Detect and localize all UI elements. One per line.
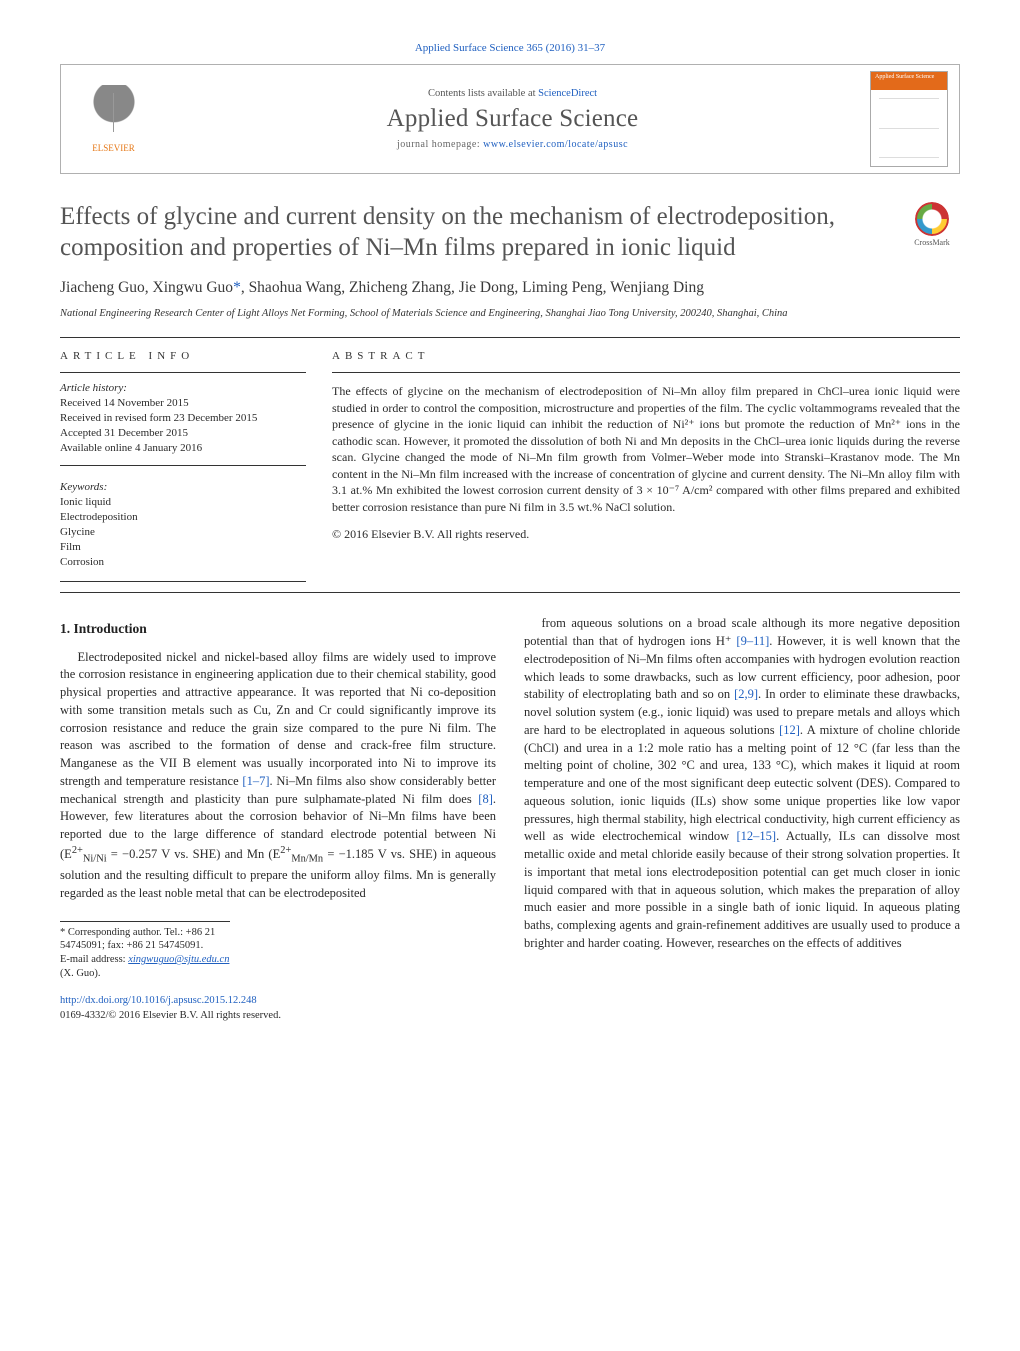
header-center: Contents lists available at ScienceDirec… <box>166 65 859 173</box>
publisher-name: ELSEVIER <box>86 143 142 153</box>
info-bottom-rule <box>60 581 306 582</box>
cover-title-text: Applied Surface Science <box>875 74 943 80</box>
publisher-logo-block: ELSEVIER <box>61 65 166 173</box>
homepage-line: journal homepage: www.elsevier.com/locat… <box>397 139 628 150</box>
elsevier-tree-icon <box>86 85 142 141</box>
received-date: Received 14 November 2015 <box>60 396 306 411</box>
intro-paragraph-2: from aqueous solutions on a broad scale … <box>524 615 960 952</box>
info-divider <box>60 372 306 373</box>
article-info-heading: article info <box>60 350 306 362</box>
full-width-rule <box>60 592 960 593</box>
crossmark-label: CrossMark <box>904 238 960 247</box>
article-info-column: article info Article history: Received 1… <box>60 350 306 569</box>
corr-email-link[interactable]: xingwuguo@sjtu.edu.cn <box>128 954 229 965</box>
revised-date: Received in revised form 23 December 201… <box>60 411 306 426</box>
section-heading-intro: 1. Introduction <box>60 619 496 638</box>
abstract-divider <box>332 372 960 373</box>
crossmark-icon <box>915 202 949 236</box>
body-two-column: 1. Introduction Electrodeposited nickel … <box>60 615 960 1024</box>
divider <box>60 337 960 338</box>
issn-copyright: 0169-4332/© 2016 Elsevier B.V. All right… <box>60 1009 496 1024</box>
homepage-prefix: journal homepage: <box>397 139 483 150</box>
email-author: (X. Guo). <box>60 968 101 979</box>
journal-reference: Applied Surface Science 365 (2016) 31–37 <box>60 42 960 54</box>
email-line: E-mail address: xingwuguo@sjtu.edu.cn (X… <box>60 953 230 980</box>
keyword: Film <box>60 540 306 555</box>
sciencedirect-link[interactable]: ScienceDirect <box>538 88 597 99</box>
keyword: Electrodeposition <box>60 510 306 525</box>
doi-block: http://dx.doi.org/10.1016/j.apsusc.2015.… <box>60 994 496 1024</box>
abstract-column: abstract The effects of glycine on the m… <box>332 350 960 569</box>
homepage-link[interactable]: www.elsevier.com/locate/apsusc <box>483 139 628 150</box>
contents-lists-line: Contents lists available at ScienceDirec… <box>428 88 597 99</box>
keywords-label: Keywords: <box>60 480 306 495</box>
affiliation: National Engineering Research Center of … <box>60 307 960 321</box>
authors: Jiacheng Guo, Xingwu Guo*, Shaohua Wang,… <box>60 279 960 297</box>
abstract-heading: abstract <box>332 350 960 362</box>
history-label: Article history: <box>60 381 306 396</box>
info-divider <box>60 465 306 466</box>
doi-link[interactable]: http://dx.doi.org/10.1016/j.apsusc.2015.… <box>60 995 257 1006</box>
elsevier-logo: ELSEVIER <box>86 85 142 153</box>
cover-thumb-block: Applied Surface Science <box>859 65 959 173</box>
journal-name: Applied Surface Science <box>387 105 639 133</box>
intro-paragraph-1: Electrodeposited nickel and nickel-based… <box>60 649 496 903</box>
accepted-date: Accepted 31 December 2015 <box>60 426 306 441</box>
corresponding-author-footnote: * Corresponding author. Tel.: +86 21 547… <box>60 921 230 981</box>
article-title: Effects of glycine and current density o… <box>60 202 890 263</box>
email-label: E-mail address: <box>60 954 128 965</box>
copyright-line: © 2016 Elsevier B.V. All rights reserved… <box>332 526 960 543</box>
keyword: Glycine <box>60 525 306 540</box>
corr-author-line: * Corresponding author. Tel.: +86 21 547… <box>60 926 230 953</box>
online-date: Available online 4 January 2016 <box>60 441 306 456</box>
crossmark-badge[interactable]: CrossMark <box>904 202 960 247</box>
journal-cover-thumbnail: Applied Surface Science <box>870 71 948 167</box>
abstract-text: The effects of glycine on the mechanism … <box>332 383 960 515</box>
keyword: Ionic liquid <box>60 495 306 510</box>
keyword: Corrosion <box>60 555 306 570</box>
journal-header: ELSEVIER Contents lists available at Sci… <box>60 64 960 174</box>
contents-prefix: Contents lists available at <box>428 88 538 99</box>
